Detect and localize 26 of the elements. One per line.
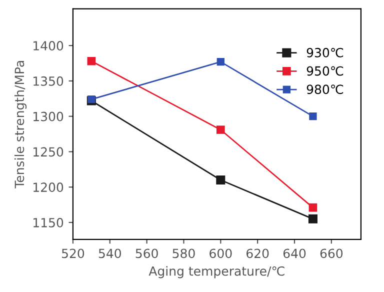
x-tick-label: 620	[246, 248, 269, 258]
y-tick-label: 1250	[33, 147, 64, 157]
point	[87, 56, 96, 66]
y-tick-label: 1400	[33, 41, 64, 50]
x-axis-title: Aging temperature/℃	[148, 266, 284, 278]
legend-label: 950℃	[306, 66, 344, 76]
point	[216, 126, 225, 134]
x-tick-label: 540	[98, 248, 121, 258]
x-tick-label: 520	[62, 248, 84, 258]
point	[216, 58, 224, 66]
y-axis-title: Tensile strength/MPa	[14, 60, 27, 188]
x-tick-label: 600	[210, 248, 232, 258]
point	[309, 112, 317, 120]
x-tick-label: 640	[283, 248, 306, 258]
legend-label: 980℃	[306, 84, 344, 94]
y-tick-label: 1300	[33, 112, 64, 122]
legend-label: 930℃	[306, 48, 344, 58]
x-tick-label: 560	[136, 248, 158, 258]
point	[216, 175, 226, 185]
point	[308, 203, 318, 212]
y-tick-label: 1150	[33, 218, 64, 228]
y-tick-label: 1200	[33, 182, 64, 192]
x-tick-label: 580	[172, 248, 195, 258]
x-tick-label: 660	[320, 248, 343, 258]
y-tick-label: 1350	[33, 76, 64, 86]
point	[308, 214, 318, 224]
